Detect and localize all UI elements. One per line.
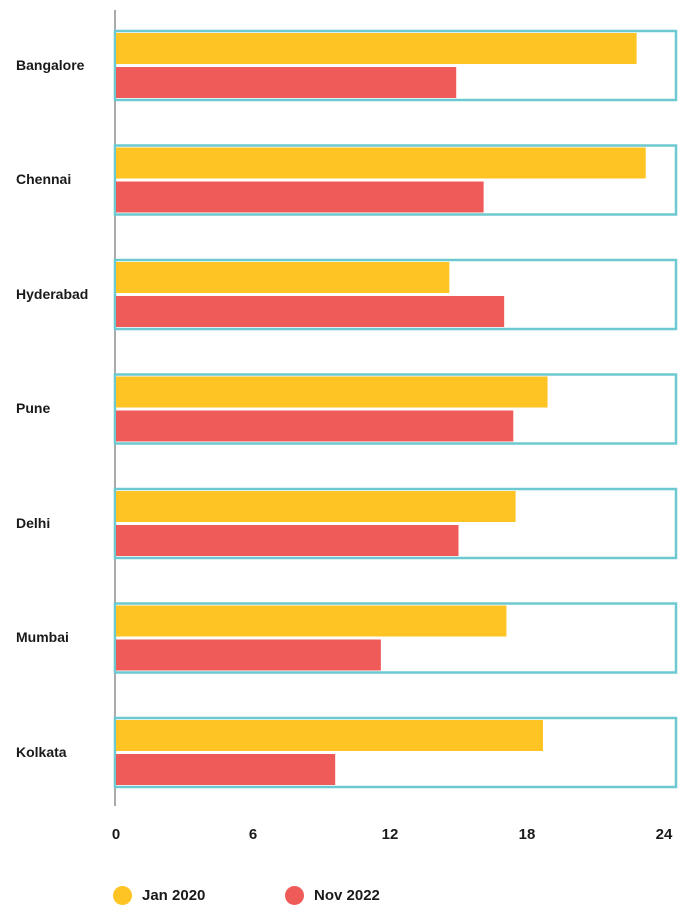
bar-pune-jan-2020 xyxy=(116,376,548,408)
bar-bangalore-jan-2020 xyxy=(116,33,637,64)
category-label-pune: Pune xyxy=(16,400,51,416)
category-frame-mumbai xyxy=(113,602,678,674)
x-tick-label-18: 18 xyxy=(518,826,536,843)
category-label-hyderabad: Hyderabad xyxy=(16,285,89,302)
bar-hyderabad-jan-2020 xyxy=(116,262,450,293)
x-tick-label-24: 24 xyxy=(655,826,673,843)
category-label-mumbai: Mumbai xyxy=(16,629,69,645)
legend-swatch-jan-2020 xyxy=(113,886,132,905)
bar-bangalore-nov-2022 xyxy=(116,67,457,98)
x-tick-label-0: 0 xyxy=(111,826,121,843)
legend-item-nov-2022: Nov 2022 xyxy=(285,886,380,905)
x-tick-label-12: 12 xyxy=(381,826,399,843)
category-frame-bangalore xyxy=(113,29,678,102)
bar-kolkata-jan-2020 xyxy=(116,720,543,751)
category-frame-delhi xyxy=(113,487,678,560)
category-label-bangalore: Bangalore xyxy=(16,56,85,73)
category-label-kolkata: Kolkata xyxy=(16,743,67,760)
legend-label-jan-2020: Jan 2020 xyxy=(142,887,206,904)
category-frame-chennai xyxy=(113,144,678,216)
bar-mumbai-jan-2020 xyxy=(116,605,507,637)
legend-swatch-nov-2022 xyxy=(285,886,304,905)
x-tick-label-6: 6 xyxy=(248,826,258,843)
legend-label-nov-2022: Nov 2022 xyxy=(314,887,380,904)
bar-pune-nov-2022 xyxy=(116,410,514,442)
bar-delhi-jan-2020 xyxy=(116,491,516,522)
bar-hyderabad-nov-2022 xyxy=(116,296,505,327)
bars-group xyxy=(116,33,646,785)
category-label-chennai: Chennai xyxy=(16,171,72,187)
bar-delhi-nov-2022 xyxy=(116,525,459,556)
category-frame-kolkata xyxy=(113,716,678,789)
legend-item-jan-2020: Jan 2020 xyxy=(113,886,205,905)
bar-chennai-jan-2020 xyxy=(116,147,646,179)
bar-kolkata-nov-2022 xyxy=(116,754,336,785)
category-frame-hyderabad xyxy=(113,258,678,331)
bar-chennai-nov-2022 xyxy=(116,181,484,213)
bar-mumbai-nov-2022 xyxy=(116,639,381,671)
category-frame-pune xyxy=(113,373,678,445)
category-label-delhi: Delhi xyxy=(16,514,51,531)
category-frames xyxy=(113,29,678,789)
